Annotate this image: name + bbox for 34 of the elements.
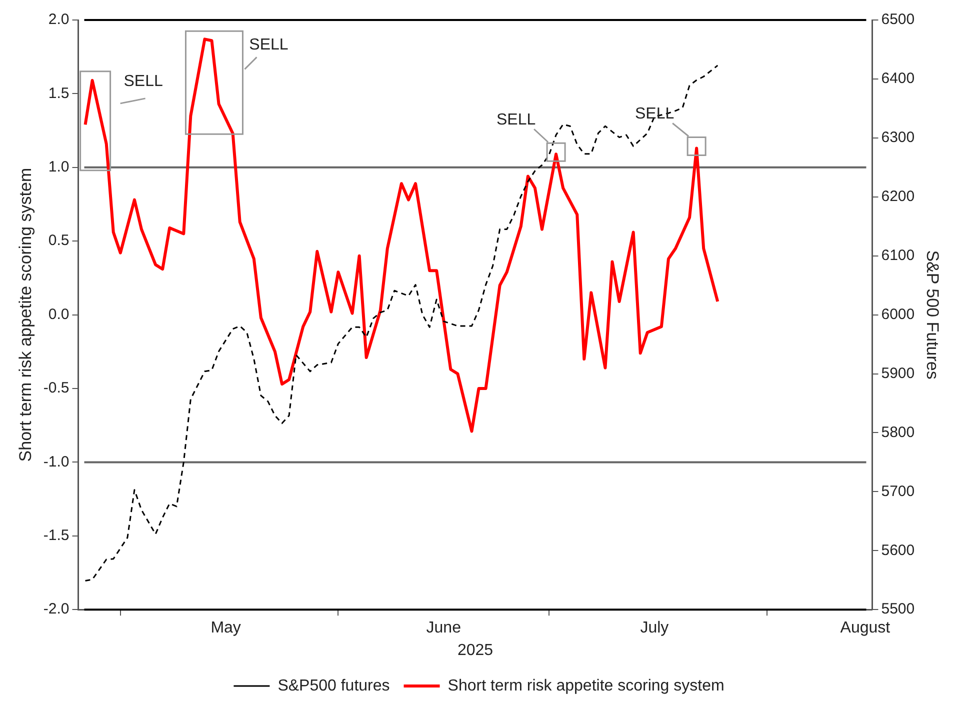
y2-tick-label: 6400: [881, 70, 915, 88]
y2-tick-label: 5900: [881, 364, 915, 382]
annotation: SELL: [496, 112, 536, 129]
y2-tick-label: 6100: [881, 246, 915, 264]
y2-tick-label: 6300: [881, 129, 915, 146]
y2-tick-label: 5500: [881, 600, 915, 618]
y2-tick-label: 6200: [881, 188, 915, 206]
y-tick-label: 1.0: [48, 158, 70, 176]
y2-tick-label: 5700: [881, 482, 915, 500]
y2-tick-label: 6000: [881, 306, 915, 323]
y2-tick-label: 6500: [881, 11, 915, 28]
y-axis-title: Short term risk appetite scoring system: [16, 168, 35, 462]
x-tick-label: August: [840, 620, 891, 637]
y-tick-label: -2.0: [43, 600, 70, 618]
annotation: SELL: [635, 106, 674, 123]
x-tick-label: July: [640, 620, 669, 637]
y2-axis-title: S&P 500 Futures: [923, 250, 942, 380]
y-tick-label: -0.5: [43, 380, 70, 397]
line-series: [84, 64, 718, 582]
y-tick-label: -1.5: [43, 527, 70, 544]
y-tick-label: -1.0: [43, 453, 70, 470]
annotation: SELL: [124, 72, 163, 90]
y-tick-label: 0.5: [48, 232, 70, 250]
x-axis-title: 2025: [457, 642, 494, 659]
y-tick-label: 1.5: [48, 84, 70, 102]
y2-tick-label: 5800: [881, 424, 915, 441]
annotation: SELL: [249, 36, 288, 54]
legend-label: Short term risk appetite scoring system: [448, 677, 724, 694]
x-tick-label: May: [210, 620, 241, 637]
y2-tick-label: 5600: [881, 542, 915, 559]
x-tick-label: June: [426, 620, 462, 637]
y-tick-label: 0.0: [48, 306, 70, 323]
y-tick-label: 2.0: [48, 11, 70, 28]
legend-label: S&P500 futures: [278, 677, 390, 694]
